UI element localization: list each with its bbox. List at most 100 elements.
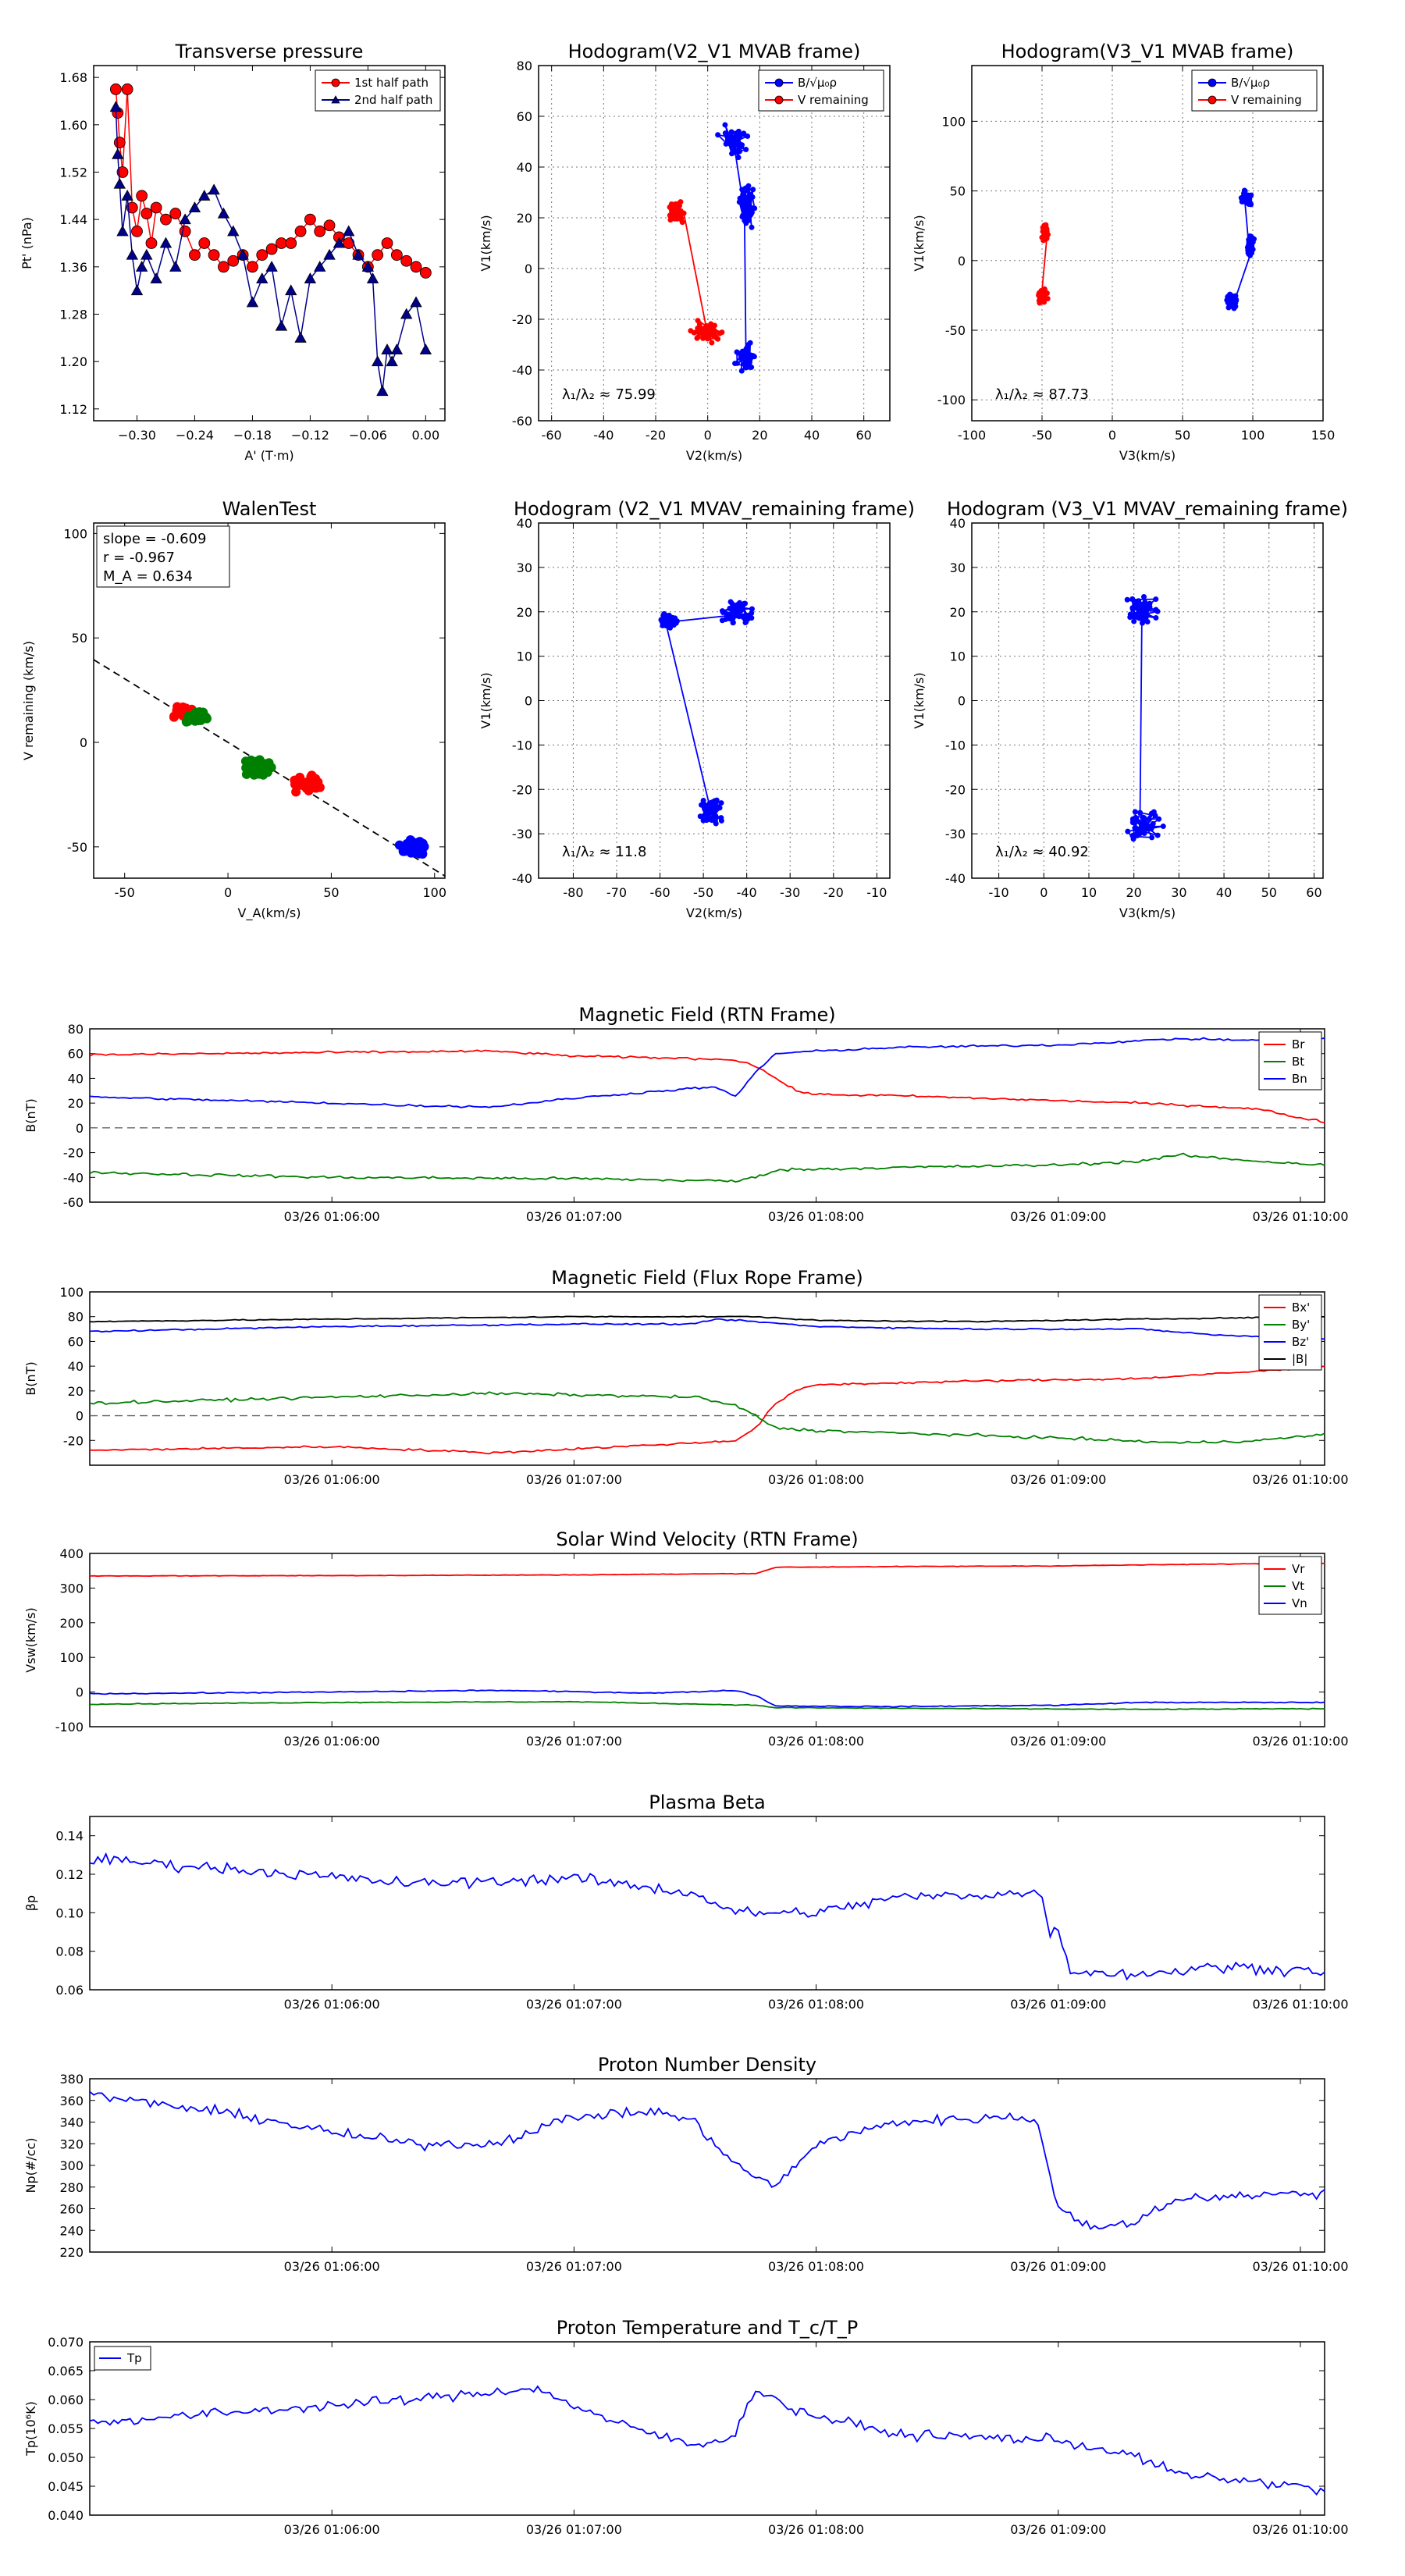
series-line xyxy=(90,2090,1325,2230)
y-tick-label: 0 xyxy=(76,1685,84,1700)
y-tick-label: 0.040 xyxy=(48,2508,84,2523)
data-point xyxy=(1137,831,1144,837)
eigenvalue-ratio: λ₁/λ₂ ≈ 11.8 xyxy=(562,844,646,860)
plot-frame xyxy=(89,1816,1325,1991)
data-point xyxy=(197,710,207,720)
x-tick-label: 100 xyxy=(1241,428,1265,443)
x-tick-label: 03/26 01:06:00 xyxy=(284,1997,380,2012)
data-point xyxy=(1131,834,1137,840)
data-point xyxy=(246,296,259,308)
y-tick-label: 80 xyxy=(68,1022,84,1037)
data-point xyxy=(116,166,129,178)
data-point xyxy=(774,78,784,87)
x-tick-label: 100 xyxy=(422,885,446,900)
chart-ts3: Solar Wind Velocity (RTN Frame) 03/26 01:… xyxy=(23,1528,1349,1749)
y-tick-label: 80 xyxy=(68,1310,84,1325)
data-point xyxy=(1143,822,1149,828)
legend-label: V remaining xyxy=(798,93,869,107)
data-point xyxy=(276,237,287,249)
legend-box xyxy=(315,69,441,112)
data-point xyxy=(709,817,715,824)
data-point xyxy=(723,141,729,147)
data-point xyxy=(1153,614,1159,621)
plot-frame xyxy=(89,1553,1325,1727)
data-point xyxy=(718,800,724,806)
series-line xyxy=(90,1689,1325,1708)
data-point xyxy=(688,328,694,334)
y-tick-label: -20 xyxy=(945,782,966,797)
data-point xyxy=(331,95,340,104)
series-group xyxy=(90,1315,1325,1455)
y-tick-label: 40 xyxy=(517,516,532,531)
y-tick-label: 20 xyxy=(517,605,532,620)
data-point xyxy=(394,840,404,850)
data-point xyxy=(113,177,126,189)
y-tick-label: 0.060 xyxy=(48,2393,84,2407)
data-point xyxy=(743,147,749,153)
data-point xyxy=(1208,95,1217,105)
y-tick-label: 100 xyxy=(941,114,966,129)
x-tick-label: -70 xyxy=(606,885,627,900)
data-point xyxy=(713,335,720,341)
y-axis-label: V1(km/s) xyxy=(478,672,493,728)
data-point xyxy=(386,355,398,367)
series-group xyxy=(94,659,445,877)
y-tick-label: 20 xyxy=(517,211,532,226)
x-tick-label: 03/26 01:09:00 xyxy=(1010,1734,1106,1749)
chart-h2: Hodogram(V3_V1 MVAB frame) -100 -50 0 50 100 1… xyxy=(912,41,1335,463)
data-point xyxy=(109,83,122,95)
data-point xyxy=(275,319,288,331)
y-axis-label: V1(km/s) xyxy=(912,672,927,728)
legend-label: B/√μ₀ρ xyxy=(798,76,837,90)
y-axis-label: V1(km/s) xyxy=(478,215,493,271)
data-point xyxy=(1044,226,1050,232)
data-point xyxy=(179,213,191,225)
data-point xyxy=(738,368,745,374)
x-tick-label: 10 xyxy=(1081,885,1097,900)
y-tick-label: 0 xyxy=(76,1409,84,1424)
data-point xyxy=(419,267,432,279)
y-tick-label: -10 xyxy=(512,738,532,753)
data-point xyxy=(405,838,415,848)
x-tick-label: 03/26 01:09:00 xyxy=(1010,2522,1106,2537)
x-tick-label: 50 xyxy=(1261,885,1277,900)
x-tick-label: -40 xyxy=(593,428,614,443)
data-point xyxy=(160,213,172,226)
y-tick-label: 0 xyxy=(525,694,532,709)
chart-title: Proton Number Density xyxy=(598,2054,816,2076)
legend-label: Vn xyxy=(1292,1596,1307,1610)
data-point xyxy=(715,132,721,138)
x-tick-label: -20 xyxy=(646,428,666,443)
data-point xyxy=(410,296,422,308)
x-tick-label: 03/26 01:08:00 xyxy=(768,1997,864,2012)
x-tick-label: 03/26 01:06:00 xyxy=(284,2259,380,2274)
y-tick-label: -50 xyxy=(67,840,87,855)
data-point xyxy=(1143,826,1149,832)
chart-title: WalenTest xyxy=(222,498,317,520)
y-tick-label: 1.68 xyxy=(59,70,87,85)
data-point xyxy=(189,249,201,262)
x-tick-label: 03/26 01:08:00 xyxy=(768,1734,864,1749)
eigenvalue-ratio: λ₁/λ₂ ≈ 87.73 xyxy=(995,386,1089,403)
y-tick-label: 0.070 xyxy=(48,2335,84,2350)
chart-title: Hodogram (V2_V1 MVAV_remaining frame) xyxy=(514,498,915,520)
data-point xyxy=(774,95,784,105)
data-point xyxy=(208,183,220,195)
data-point xyxy=(140,248,153,260)
data-point xyxy=(169,208,182,219)
connector-line xyxy=(665,624,712,812)
x-tick-label: 03/26 01:08:00 xyxy=(768,2522,864,2537)
data-point xyxy=(390,249,403,262)
x-tick-label: 0.00 xyxy=(412,428,440,443)
stats-box xyxy=(96,525,230,588)
data-point xyxy=(745,187,751,194)
x-tick-label: 20 xyxy=(752,428,767,443)
x-tick-label: 50 xyxy=(323,885,339,900)
data-point xyxy=(1156,816,1162,822)
data-point xyxy=(742,600,749,607)
x-tick-label: 40 xyxy=(1216,885,1232,900)
legend-label: Bn xyxy=(1292,1072,1307,1086)
y-tick-label: 0.12 xyxy=(55,1867,84,1882)
y-tick-label: 220 xyxy=(59,2245,84,2260)
